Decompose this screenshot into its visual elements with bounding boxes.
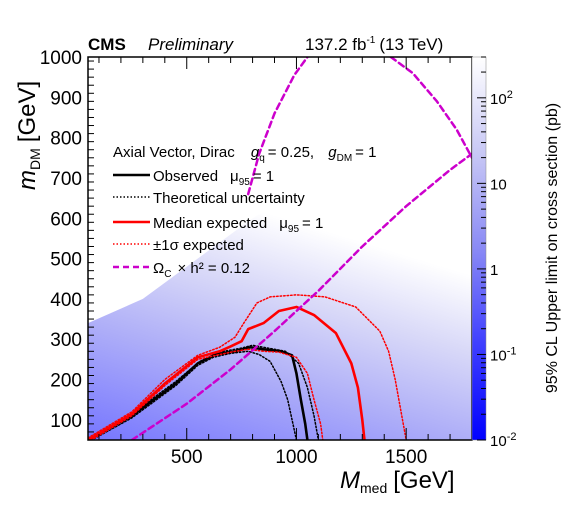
- y-tick-label: 800: [50, 129, 82, 150]
- z-tick-label: 1: [490, 262, 498, 279]
- legend-observed: Observed μ95 = 1: [153, 168, 274, 188]
- z-axis-label: 95% CL Upper limit on cross section (pb): [544, 103, 561, 393]
- y-tick-label: 700: [50, 169, 82, 190]
- legend-theory: Theoretical uncertainty: [153, 190, 305, 207]
- y-tick-label: 500: [50, 250, 82, 271]
- y-axis-title: mDM[GeV]: [14, 81, 43, 190]
- contour-observed-theory-down: [90, 350, 298, 440]
- y-tick-label: 1000: [40, 48, 82, 69]
- z-tick-label: 10-1: [490, 345, 516, 364]
- experiment-label: CMS: [88, 35, 126, 54]
- legend-expected: Median expected μ95 = 1: [153, 215, 323, 235]
- y-tick-label: 600: [50, 209, 82, 230]
- y-tick-label: 200: [50, 371, 82, 392]
- plot-header: CMS Preliminary 137.2 fb-1 (13 TeV): [88, 35, 443, 54]
- z-tick-label: 10-2: [490, 431, 516, 450]
- contour-expected-down: [89, 348, 324, 440]
- heatmap-region: [88, 105, 472, 440]
- contour-relic-upper: [246, 57, 309, 196]
- x-axis-title: Mmed [GeV]: [340, 467, 455, 496]
- contour-expected-up: [88, 294, 407, 440]
- colorbar-ticks: 10-2 10-1 1 10 102: [477, 56, 516, 450]
- z-tick-label: 102: [490, 89, 513, 108]
- colorbar: 10-2 10-1 1 10 102 95% CL Upper limit on cro…: [471, 56, 561, 450]
- y-axis: 100 200 300 400 500 600 700 800 900 1000: [40, 48, 94, 441]
- contour-expected: [88, 305, 366, 440]
- y-tick-label: 100: [50, 411, 82, 432]
- contour-observed: [88, 345, 309, 440]
- legend: Axial Vector, Dirac gq = 0.25, gDM = 1 Obs…: [113, 144, 376, 280]
- legend-relic: ΩC × h² = 0.12: [153, 260, 250, 280]
- heatmap-layer: [88, 57, 472, 440]
- x-tick-label: 1000: [275, 447, 317, 468]
- y-tick-label: 400: [50, 290, 82, 311]
- legend-expected-band: ±1σ expected: [153, 237, 244, 254]
- x-tick-label: 500: [171, 447, 203, 468]
- status-label: Preliminary: [148, 35, 235, 54]
- contour-observed-theory-up: [88, 344, 320, 440]
- y-tick-label: 900: [50, 88, 82, 109]
- legend-title: Axial Vector, Dirac gq = 0.25, gDM = 1: [113, 144, 376, 164]
- colorbar-gradient: [472, 57, 486, 440]
- y-tick-label: 300: [50, 330, 82, 351]
- z-tick-label: 10: [490, 176, 507, 193]
- contour-relic-lower: [130, 152, 472, 440]
- contour-lines: [88, 57, 472, 440]
- luminosity-label: 137.2 fb-1 (13 TeV): [305, 35, 443, 54]
- x-tick-label: 1500: [385, 447, 427, 468]
- x-axis: 500 1000 1500: [98, 57, 473, 468]
- contour-relic-upper-right: [389, 57, 472, 160]
